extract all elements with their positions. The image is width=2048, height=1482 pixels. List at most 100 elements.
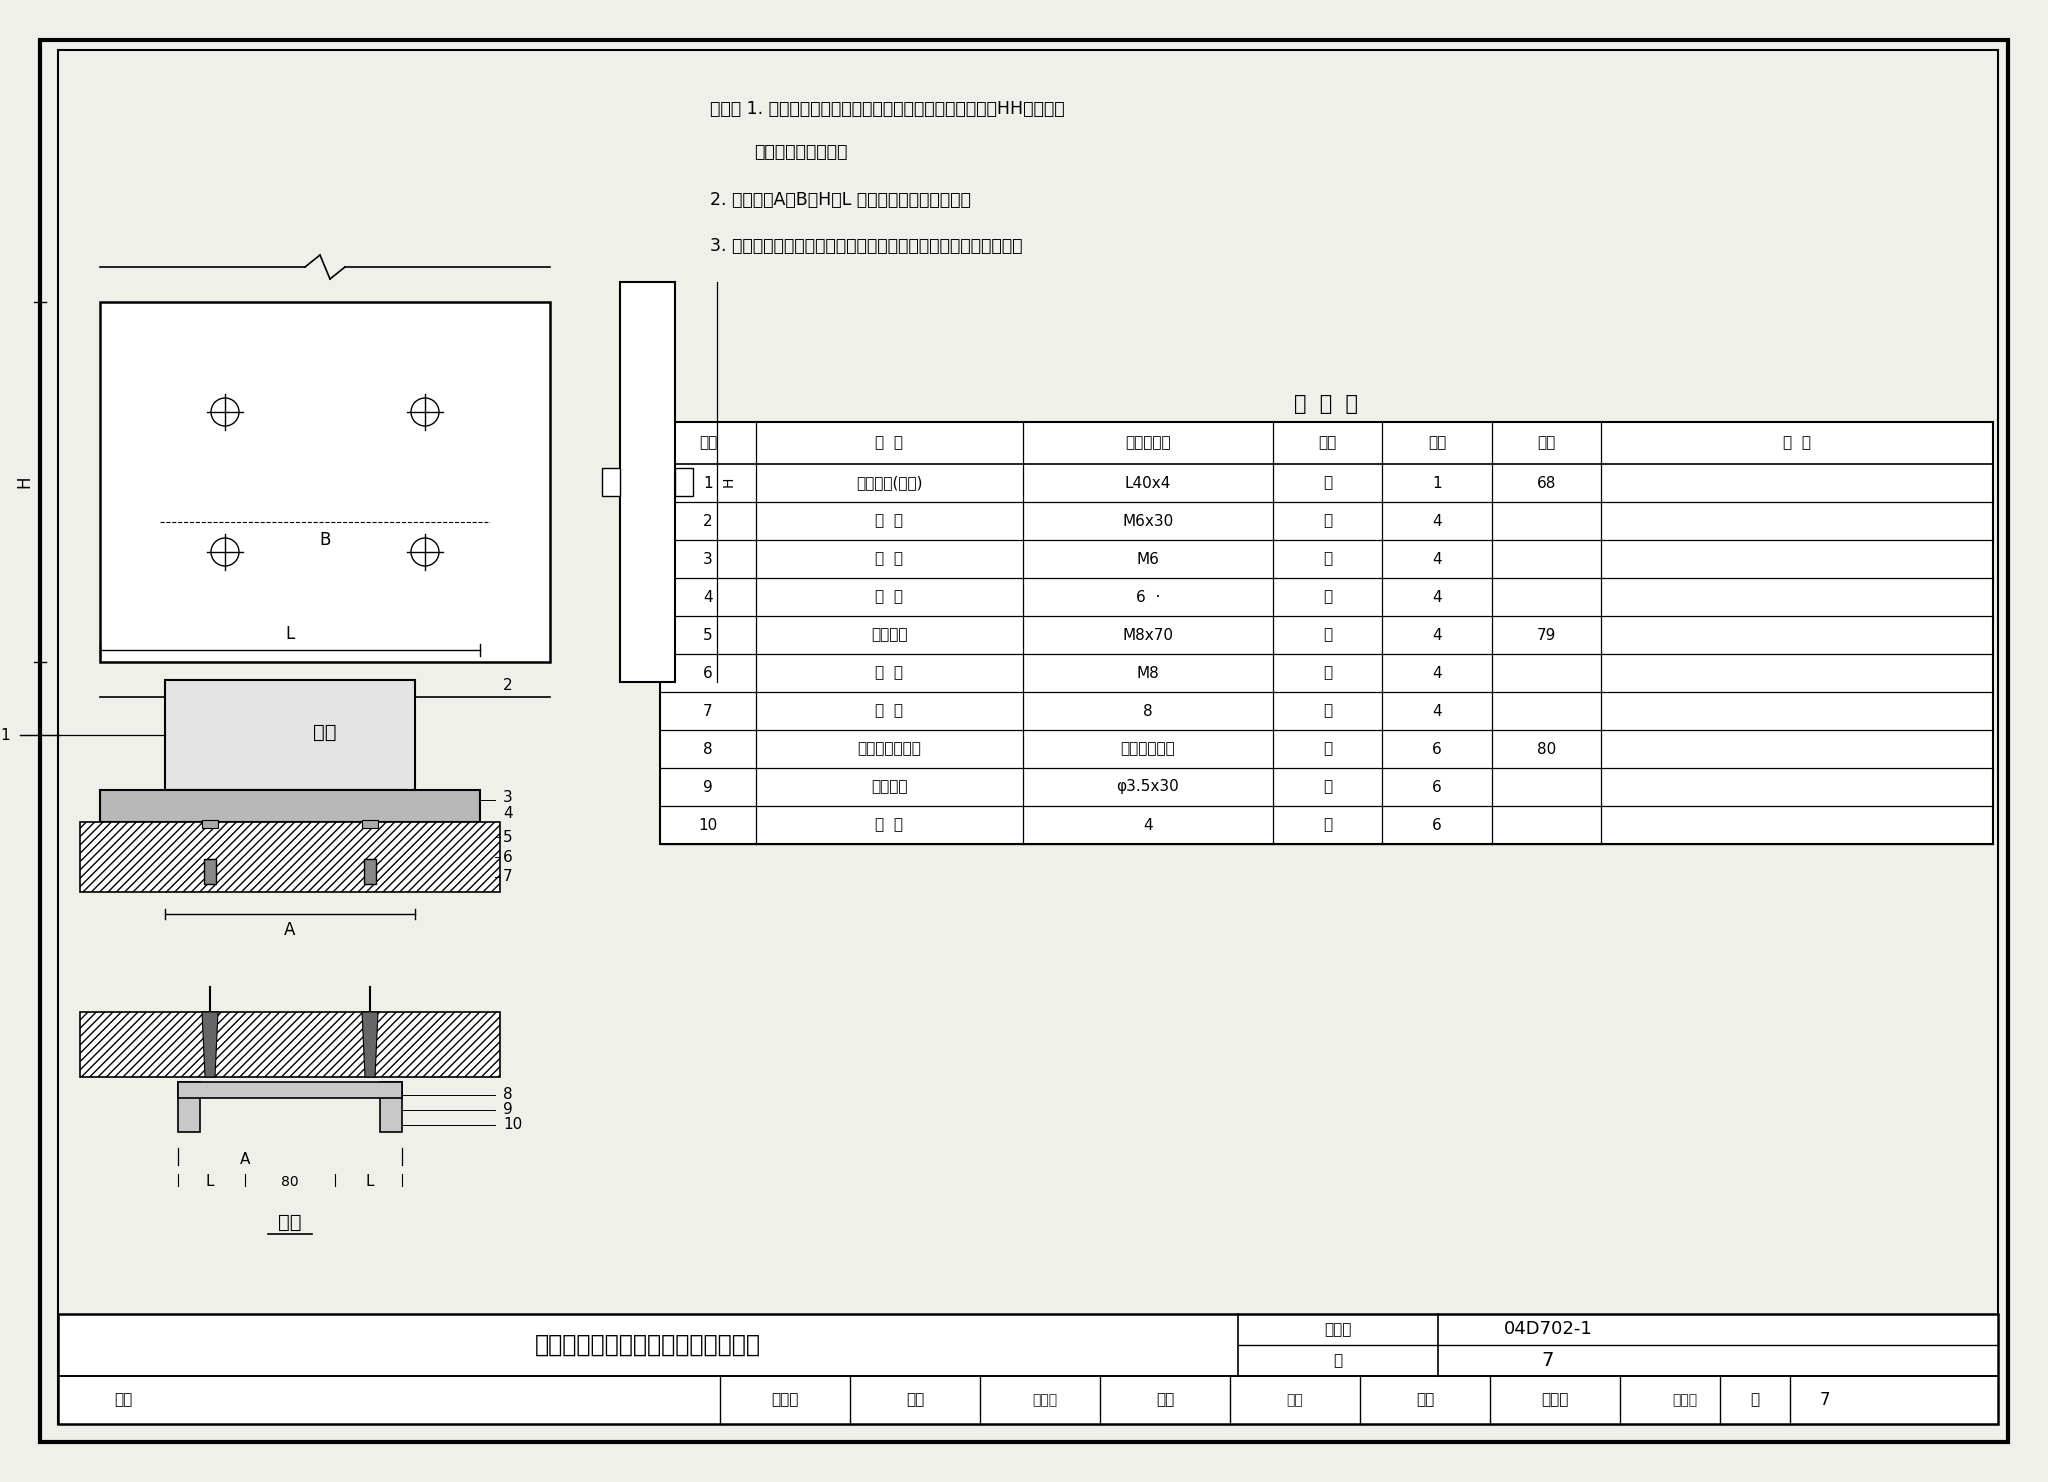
Text: L40x4: L40x4 (1124, 476, 1171, 491)
Text: 79: 79 (1536, 627, 1556, 643)
Text: 膨胀螺栓: 膨胀螺栓 (870, 627, 907, 643)
Bar (676, 468, 692, 496)
Text: 审核: 审核 (115, 1393, 133, 1408)
Polygon shape (203, 1012, 217, 1077)
Text: 李运昌: 李运昌 (772, 1393, 799, 1408)
Text: 立面: 立面 (313, 723, 336, 741)
Text: 材  料  表: 材 料 表 (1294, 394, 1358, 413)
Text: A: A (285, 920, 295, 940)
Text: 螺  栓: 螺 栓 (874, 513, 903, 529)
Text: 备  注: 备 注 (1784, 436, 1810, 451)
Bar (203, 820, 217, 828)
Text: 个: 个 (1323, 476, 1333, 491)
Text: 配电设备在双胀柱上用膨胀螺栓安装: 配电设备在双胀柱上用膨胀螺栓安装 (535, 1332, 762, 1358)
Text: 7: 7 (1542, 1352, 1554, 1369)
Text: M8x70: M8x70 (1122, 627, 1174, 643)
Text: 螺  母: 螺 母 (874, 665, 903, 680)
Text: 个: 个 (1323, 704, 1333, 719)
Text: 个: 个 (1323, 627, 1333, 643)
Text: M6: M6 (1137, 551, 1159, 566)
Text: L: L (205, 1175, 215, 1190)
Text: 附注： 1. 本图适用于悬挂式配电筱、起动器、电磁起动器、HH系列负荷: 附注： 1. 本图适用于悬挂式配电筱、起动器、电磁起动器、HH系列负荷 (711, 99, 1065, 119)
Text: 7: 7 (504, 868, 512, 885)
Text: 花建全: 花建全 (1673, 1393, 1698, 1406)
Text: 衣建全: 衣建全 (1542, 1393, 1569, 1408)
Text: 帢  圈: 帢 圈 (874, 818, 903, 833)
Bar (80, 823, 500, 892)
Text: 80: 80 (281, 1175, 299, 1189)
Text: 4: 4 (1432, 704, 1442, 719)
Text: 自攻螺钉: 自攻螺钉 (870, 780, 907, 794)
Text: 个: 个 (1323, 590, 1333, 605)
Text: 3: 3 (504, 790, 512, 806)
Text: 68: 68 (1536, 476, 1556, 491)
Text: 编号: 编号 (698, 436, 717, 451)
Text: 名  称: 名 称 (874, 436, 903, 451)
Text: 帢  圈: 帢 圈 (874, 590, 903, 605)
Text: 帢  圈: 帢 圈 (874, 704, 903, 719)
Text: 个: 个 (1323, 741, 1333, 756)
Text: 3: 3 (702, 551, 713, 566)
Text: A: A (240, 1153, 250, 1168)
Text: 1: 1 (0, 728, 10, 742)
Text: 东平: 东平 (1286, 1393, 1303, 1406)
Text: 4: 4 (1143, 818, 1153, 833)
Bar (178, 1082, 201, 1132)
Text: 6: 6 (504, 849, 512, 864)
Text: 2: 2 (702, 513, 713, 529)
Text: 1: 1 (1432, 476, 1442, 491)
Text: 个: 个 (1323, 818, 1333, 833)
Text: M8: M8 (1137, 665, 1159, 680)
Text: 4: 4 (1432, 551, 1442, 566)
Text: 6: 6 (702, 665, 713, 680)
Text: 2. 图中尺寸A、B、H、L 见附录或设备产品样本。: 2. 图中尺寸A、B、H、L 见附录或设备产品样本。 (711, 191, 971, 209)
Text: 1: 1 (702, 476, 713, 491)
Bar (100, 302, 551, 662)
Text: 6: 6 (1432, 818, 1442, 833)
Text: 依工程设计定: 依工程设计定 (1120, 741, 1176, 756)
Text: L: L (367, 1175, 375, 1190)
Text: 设计: 设计 (1415, 1393, 1434, 1408)
Text: 80: 80 (1536, 741, 1556, 756)
Text: 4: 4 (504, 806, 512, 821)
Text: 个: 个 (1323, 513, 1333, 529)
Text: H: H (14, 476, 33, 488)
Text: L: L (285, 625, 295, 643)
Text: 4: 4 (1432, 513, 1442, 529)
Bar (80, 1012, 500, 1077)
Text: 3. 当笱体宽度大于柱宽时，其角钓支架长度不应大于笱体的宽度。: 3. 当笱体宽度大于柱宽时，其角钓支架长度不应大于笱体的宽度。 (711, 237, 1022, 255)
Text: 校对: 校对 (905, 1393, 924, 1408)
Text: 个: 个 (1323, 551, 1333, 566)
Text: 开关及按鈕等安装。: 开关及按鈕等安装。 (754, 144, 848, 162)
Text: 型号及规格: 型号及规格 (1124, 436, 1171, 451)
Text: 尼龙或塑料涨管: 尼龙或塑料涨管 (858, 741, 922, 756)
Text: 4: 4 (1432, 627, 1442, 643)
Polygon shape (362, 1012, 379, 1077)
Text: 个: 个 (1323, 665, 1333, 680)
Text: 4: 4 (702, 590, 713, 605)
Text: 6: 6 (1432, 780, 1442, 794)
Text: 8: 8 (702, 741, 713, 756)
Text: 10: 10 (698, 818, 717, 833)
Text: 制图: 制图 (1155, 1393, 1174, 1408)
Bar (166, 680, 416, 790)
Text: 10: 10 (504, 1117, 522, 1132)
Text: 8: 8 (504, 1086, 512, 1103)
Text: 5: 5 (504, 830, 512, 845)
Text: H: H (723, 477, 735, 488)
Text: 6  ·: 6 · (1137, 590, 1159, 605)
Text: 7: 7 (1821, 1392, 1831, 1409)
Text: 木仁名: 木仁名 (1032, 1393, 1057, 1406)
Bar (205, 860, 215, 883)
Bar (621, 282, 676, 682)
Text: 个: 个 (1323, 780, 1333, 794)
Text: 单位: 单位 (1319, 436, 1337, 451)
Bar (100, 790, 479, 823)
Text: 平面: 平面 (279, 1212, 301, 1232)
Text: 数量: 数量 (1427, 436, 1446, 451)
Bar (362, 820, 379, 828)
Text: 9: 9 (504, 1103, 512, 1117)
Text: 页次: 页次 (1538, 436, 1556, 451)
Text: 4: 4 (1432, 665, 1442, 680)
Text: 04D702-1: 04D702-1 (1503, 1320, 1593, 1338)
